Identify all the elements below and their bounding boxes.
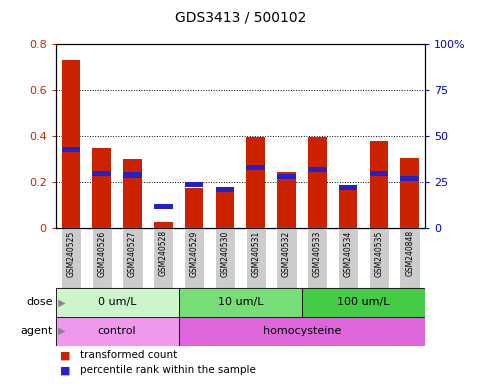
Bar [215,187,234,192]
Text: 10 um/L: 10 um/L [217,297,263,308]
Bar [246,165,265,170]
Bar [308,137,327,228]
Text: GSM240526: GSM240526 [97,230,106,276]
Text: GSM240533: GSM240533 [313,230,322,276]
FancyBboxPatch shape [276,228,297,288]
Bar [215,190,234,228]
Bar [400,158,419,228]
FancyBboxPatch shape [92,228,112,288]
Bar [123,159,142,228]
FancyBboxPatch shape [399,228,420,288]
Bar [369,141,388,228]
Bar [339,188,357,228]
Bar [369,170,388,176]
Text: ▶: ▶ [55,297,66,308]
Text: GSM240529: GSM240529 [190,230,199,276]
Bar [246,137,265,228]
Text: GSM240532: GSM240532 [282,230,291,276]
Bar [92,170,111,176]
Bar [123,172,142,177]
Text: percentile rank within the sample: percentile rank within the sample [80,366,256,376]
Bar [62,147,80,152]
FancyBboxPatch shape [307,228,327,288]
Text: agent: agent [21,326,53,336]
Bar [277,172,296,228]
Text: GSM240528: GSM240528 [159,230,168,276]
Text: GSM240531: GSM240531 [251,230,260,276]
Text: dose: dose [27,297,53,308]
Text: ■: ■ [60,366,71,376]
Bar [154,222,172,228]
Text: GSM240525: GSM240525 [67,230,75,276]
Bar [400,176,419,181]
Bar [302,288,425,317]
Text: ▶: ▶ [55,326,66,336]
FancyBboxPatch shape [369,228,389,288]
Bar [56,317,179,346]
Bar [185,188,203,228]
Bar [154,204,172,209]
Text: GSM240534: GSM240534 [343,230,353,276]
Text: control: control [98,326,136,336]
Text: GSM240527: GSM240527 [128,230,137,276]
Text: homocysteine: homocysteine [263,326,341,336]
Bar [308,167,327,172]
Text: ■: ■ [60,350,71,360]
Bar [179,288,302,317]
Bar [339,185,357,190]
FancyBboxPatch shape [153,228,173,288]
Text: GSM240530: GSM240530 [220,230,229,276]
Text: GSM240848: GSM240848 [405,230,414,276]
Bar [62,60,80,228]
FancyBboxPatch shape [61,228,81,288]
Text: GSM240535: GSM240535 [374,230,384,276]
Bar [185,182,203,187]
Bar [277,174,296,179]
Bar [92,148,111,228]
Text: 0 um/L: 0 um/L [98,297,136,308]
Text: transformed count: transformed count [80,350,177,360]
FancyBboxPatch shape [184,228,204,288]
Bar [179,317,425,346]
Text: 100 um/L: 100 um/L [337,297,390,308]
Bar [56,288,179,317]
FancyBboxPatch shape [215,228,235,288]
FancyBboxPatch shape [245,228,266,288]
FancyBboxPatch shape [338,228,358,288]
FancyBboxPatch shape [122,228,142,288]
Text: GDS3413 / 500102: GDS3413 / 500102 [175,11,306,25]
